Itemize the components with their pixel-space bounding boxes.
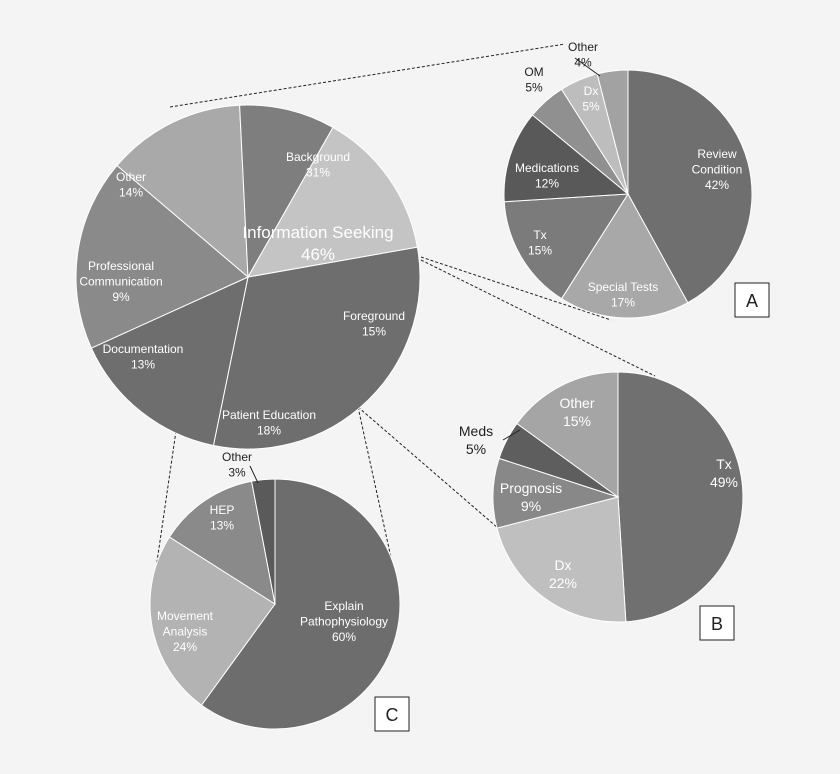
leader-line-3 (249, 465, 259, 484)
panel-box-b (699, 605, 735, 641)
label-panel-a-dx: Dx 5% (582, 84, 600, 114)
label-main-professional-communication: Professional Communication 9% (79, 259, 162, 304)
slice-panel-b-other (516, 371, 619, 498)
connector-line-2 (420, 256, 612, 321)
slice-panel-a-tx (503, 193, 629, 300)
slice-main-professional-communication (239, 104, 334, 279)
label-panel-a-medications: Medications 12% (515, 161, 579, 191)
label-panel-a-special-tests: Special Tests 17% (588, 280, 658, 310)
label-panel-a-om: OM 5% (524, 65, 543, 95)
label-panel-b-tx: Tx 49% (710, 456, 738, 490)
slice-panel-c-other (250, 478, 276, 605)
slice-panel-c-explain-pathophysiology (200, 478, 401, 730)
slice-panel-b-dx (496, 496, 627, 623)
label-panel-c-other: Other 3% (222, 450, 252, 480)
label-panel-b-meds: Meds 5% (459, 423, 493, 457)
connector-line-3 (420, 259, 656, 377)
label-main-documentation: Documentation 13% (103, 342, 184, 372)
slice-main-foreground (90, 276, 249, 447)
slice-main-patient-education (75, 164, 249, 349)
slice-panel-a-review-condition (627, 69, 753, 304)
panel-letters: A B C (374, 282, 770, 732)
label-panel-c-explain-pathophysiology: Explain Pathophysiology 60% (300, 599, 388, 644)
slice-main-documentation (116, 104, 249, 279)
label-panel-b-prognosis: Prognosis 9% (500, 480, 562, 514)
slice-panel-a-medications (503, 114, 630, 203)
panel-box-c (374, 696, 410, 732)
slice-main-other (247, 126, 418, 278)
label-panel-c-movement-analysis: Movement Analysis 24% (157, 609, 214, 654)
label-main-other: Other 14% (116, 170, 146, 200)
label-main-patient-education: Patient Education 18% (222, 408, 316, 438)
pie-panel-a (503, 69, 753, 319)
slice-panel-c-movement-analysis (149, 536, 276, 706)
connector-line-1 (169, 43, 566, 108)
label-panel-a-tx: Tx 15% (528, 228, 552, 258)
panel-letter-b: B (711, 614, 723, 634)
leader-line-1 (574, 57, 601, 77)
pie-panel-c (149, 478, 401, 730)
label-panel-b-other: Other 15% (559, 395, 594, 429)
slice-panel-c-hep (168, 480, 276, 606)
slice-main-background (212, 246, 421, 450)
slice-panel-b-tx (617, 371, 744, 623)
label-main-background: Background 31% (286, 150, 350, 180)
label-panel-c-hep: HEP 13% (210, 503, 235, 533)
main-pie (75, 104, 421, 450)
label-main-foreground: Foreground 15% (343, 309, 405, 339)
panel-letter-c: C (386, 705, 399, 725)
label-panel-a-other: Other 4% (568, 40, 598, 70)
label-main-information-seeking: Information Seeking 46% (242, 223, 393, 264)
leader-line-2 (502, 429, 521, 441)
pie-panel-b (492, 371, 744, 623)
panel-box-a (734, 282, 770, 318)
panel-letter-a: A (746, 291, 758, 311)
label-panel-b-dx: Dx 22% (549, 557, 577, 591)
label-panel-a-review-condition: Review Condition 42% (692, 147, 743, 192)
slice-panel-a-special-tests (560, 193, 689, 319)
slice-labels: Background 31% Foreground 15% Patient Educat… (79, 40, 742, 654)
